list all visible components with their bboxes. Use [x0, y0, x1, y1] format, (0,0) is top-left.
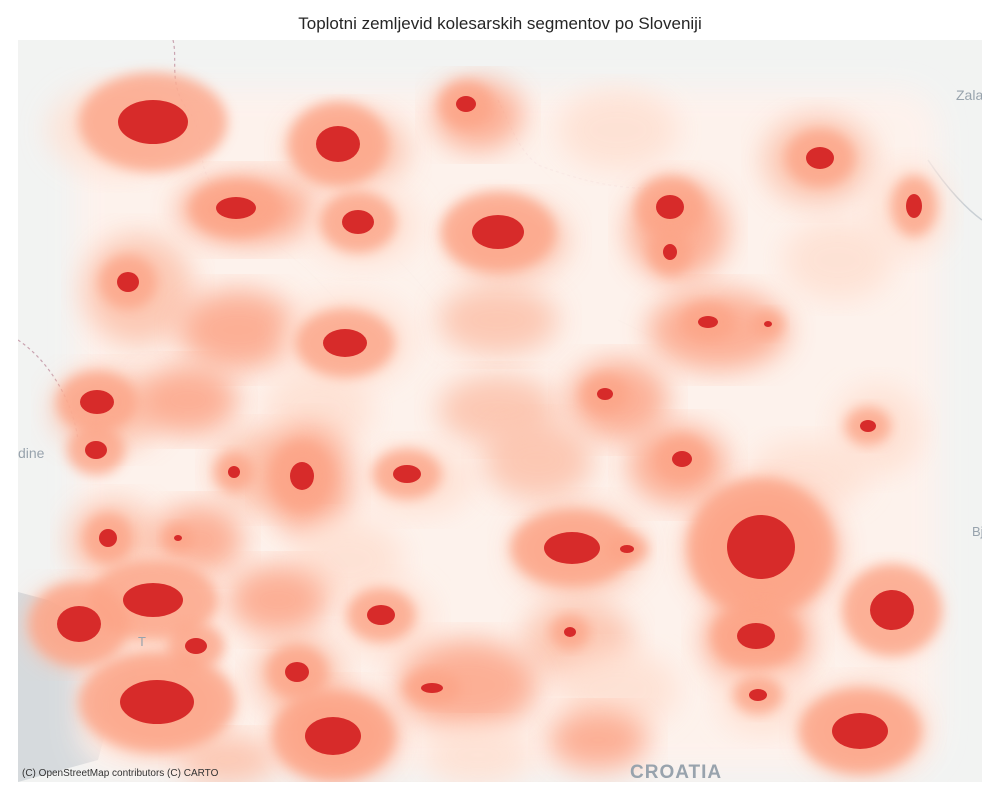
heat-hotspot	[216, 197, 256, 219]
heatmap-map[interactable]: CROATIA Zala dine Bj T	[18, 40, 982, 782]
heat-hotspot	[80, 390, 114, 414]
heat-hotspot	[727, 515, 795, 579]
heat-hotspot	[123, 583, 183, 617]
heat-hotspot	[764, 321, 772, 327]
heat-halo	[153, 505, 243, 575]
heat-hotspot	[285, 662, 309, 682]
heat-hotspot	[99, 529, 117, 547]
heat-layer	[28, 72, 948, 782]
heat-hotspot	[698, 316, 718, 328]
heat-hotspot	[906, 194, 922, 218]
heat-hotspot	[597, 388, 613, 400]
heat-hotspot	[656, 195, 684, 219]
heat-hotspot	[620, 545, 634, 553]
heat-hotspot	[228, 466, 240, 478]
label-croatia: CROATIA	[630, 762, 722, 782]
heatmap-svg: CROATIA Zala dine Bj T	[18, 40, 982, 782]
heat-halo	[558, 650, 678, 730]
heat-halo	[423, 725, 533, 782]
heat-hotspot	[672, 451, 692, 467]
heat-halo	[178, 735, 278, 782]
heat-hotspot	[174, 535, 182, 541]
heat-hotspot	[367, 605, 395, 625]
heat-hotspot	[870, 590, 914, 630]
label-udine: dine	[18, 445, 45, 461]
heat-hotspot	[185, 638, 207, 654]
heat-hotspot	[737, 623, 775, 649]
heat-hotspot	[290, 462, 314, 490]
heat-halo	[783, 220, 893, 300]
heat-halo	[398, 640, 538, 730]
heat-hotspot	[305, 717, 361, 755]
heat-hotspot	[117, 272, 139, 292]
heat-hotspot	[860, 420, 876, 432]
heat-hotspot	[806, 147, 834, 169]
heat-halo	[438, 285, 558, 355]
heat-hotspot	[749, 689, 767, 701]
heat-hotspot	[393, 465, 421, 483]
heat-hotspot	[323, 329, 367, 357]
heat-hotspot	[456, 96, 476, 112]
label-zala: Zala	[956, 87, 982, 103]
label-bj: Bj	[972, 524, 982, 539]
heat-hotspot	[316, 126, 360, 162]
heat-halo	[558, 90, 678, 170]
heat-hotspot	[472, 215, 524, 249]
heat-hotspot	[118, 100, 188, 144]
heat-hotspot	[564, 627, 576, 637]
heat-halo	[548, 710, 648, 770]
heat-halo	[483, 420, 593, 500]
heat-hotspot	[120, 680, 194, 724]
heat-hotspot	[832, 713, 888, 749]
label-t: T	[138, 634, 146, 649]
heat-hotspot	[85, 441, 107, 459]
heat-hotspot	[663, 244, 677, 260]
heat-hotspot	[57, 606, 101, 642]
heat-halo	[138, 365, 238, 435]
heat-halo	[178, 290, 298, 370]
heat-hotspot	[421, 683, 443, 693]
map-title: Toplotni zemljevid kolesarskih segmentov…	[298, 14, 702, 33]
heat-hotspot	[342, 210, 374, 234]
heat-hotspot	[544, 532, 600, 564]
heat-halo	[228, 565, 328, 635]
heat-halo	[293, 520, 403, 600]
map-attribution: (C) OpenStreetMap contributors (C) CARTO	[22, 768, 219, 779]
